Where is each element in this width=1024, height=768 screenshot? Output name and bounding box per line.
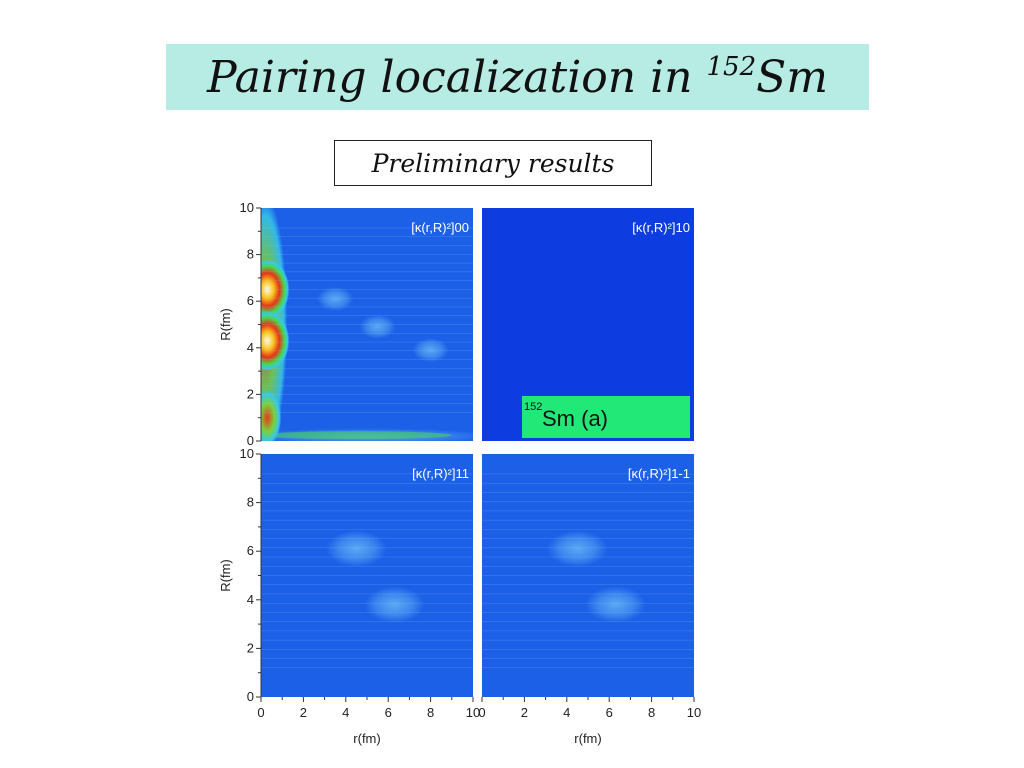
panel-label: [κ(r,R)²]00	[411, 220, 469, 235]
x-tick-label: 2	[300, 705, 307, 720]
x-axis-label: r(fm)	[574, 731, 601, 746]
title-element: Sm	[756, 51, 828, 103]
x-tick-label: 0	[257, 705, 264, 720]
heatmap-figure: [κ(r,R)²]00 0 2 4 6 8 10 R(fm) [κ(r,R)²]10 152 Sm …	[218, 200, 701, 746]
heatmap-hotspot	[261, 310, 290, 371]
heatmap-layer	[261, 208, 473, 441]
y-tick-label: 6	[247, 293, 254, 308]
x-tick-label: 2	[521, 705, 528, 720]
x-tick-label: 10	[466, 705, 480, 720]
y-tick-label: 10	[240, 200, 254, 215]
heatmap-hotspot	[547, 530, 608, 567]
panel-bottom-right: [κ(r,R)²]1-1 0 2 4 6 8 10 r(fm)	[478, 454, 701, 746]
panel-top-right: [κ(r,R)²]10 152 Sm (a)	[482, 208, 694, 441]
y-axis-label: R(fm)	[218, 559, 233, 592]
heatmap-hotspot	[364, 586, 425, 623]
heatmap-hotspot	[326, 530, 387, 567]
y-tick-label: 8	[247, 495, 254, 510]
panel-top-left: [κ(r,R)²]00 0 2 4 6 8 10 R(fm)	[218, 200, 473, 448]
y-tick-label: 6	[247, 543, 254, 558]
title-banner: Pairing localization in 152Sm	[166, 44, 869, 110]
x-axis-label: r(fm)	[353, 731, 380, 746]
heatmap-hotspot	[261, 389, 282, 441]
x-tick-label: 4	[342, 705, 349, 720]
x-tick-label: 10	[687, 705, 701, 720]
title-text: Pairing localization in	[206, 51, 707, 103]
y-tick-label: 2	[247, 386, 254, 401]
title-mass-number: 152	[706, 51, 757, 82]
nucleus-mass-number: 152	[524, 401, 542, 413]
heatmap-layer	[261, 473, 473, 669]
heatmap-hotspot	[317, 286, 354, 311]
panel-label: [κ(r,R)²]10	[632, 220, 690, 235]
heatmap-layer	[482, 473, 694, 669]
y-tick-label: 0	[247, 433, 254, 448]
slide-title: Pairing localization in 152Sm	[207, 52, 828, 103]
y-tick-label: 2	[247, 640, 254, 655]
heatmap-ridge-core	[261, 431, 452, 440]
y-tick-label: 10	[240, 446, 254, 461]
x-tick-label: 8	[427, 705, 434, 720]
x-tick-label: 4	[563, 705, 570, 720]
y-tick-label: 4	[247, 340, 254, 355]
heatmap-hotspot	[359, 314, 396, 339]
y-axis-label: R(fm)	[218, 308, 233, 341]
panel-bottom-left: [κ(r,R)²]11 0 2 4 6 8 10 R(fm) 0 2 4 6 8 10 r(fm)	[218, 446, 480, 746]
nucleus-label: Sm (a)	[542, 406, 608, 431]
x-tick-label: 8	[648, 705, 655, 720]
x-tick-label: 6	[606, 705, 613, 720]
nucleus-label-box	[522, 396, 690, 438]
subtitle-box: Preliminary results	[334, 140, 652, 186]
subtitle: Preliminary results	[371, 148, 615, 178]
panel-background	[482, 454, 694, 697]
y-tick-label: 4	[247, 592, 254, 607]
heatmap-hotspot	[585, 586, 646, 623]
x-tick-label: 0	[478, 705, 485, 720]
panel-background	[261, 454, 473, 697]
y-tick-label: 0	[247, 689, 254, 704]
heatmap-hotspot	[261, 259, 290, 320]
panel-label: [κ(r,R)²]11	[412, 466, 469, 481]
panel-label: [κ(r,R)²]1-1	[628, 466, 690, 481]
heatmap-hotspot	[412, 338, 449, 363]
x-tick-label: 6	[385, 705, 392, 720]
y-tick-label: 8	[247, 247, 254, 262]
